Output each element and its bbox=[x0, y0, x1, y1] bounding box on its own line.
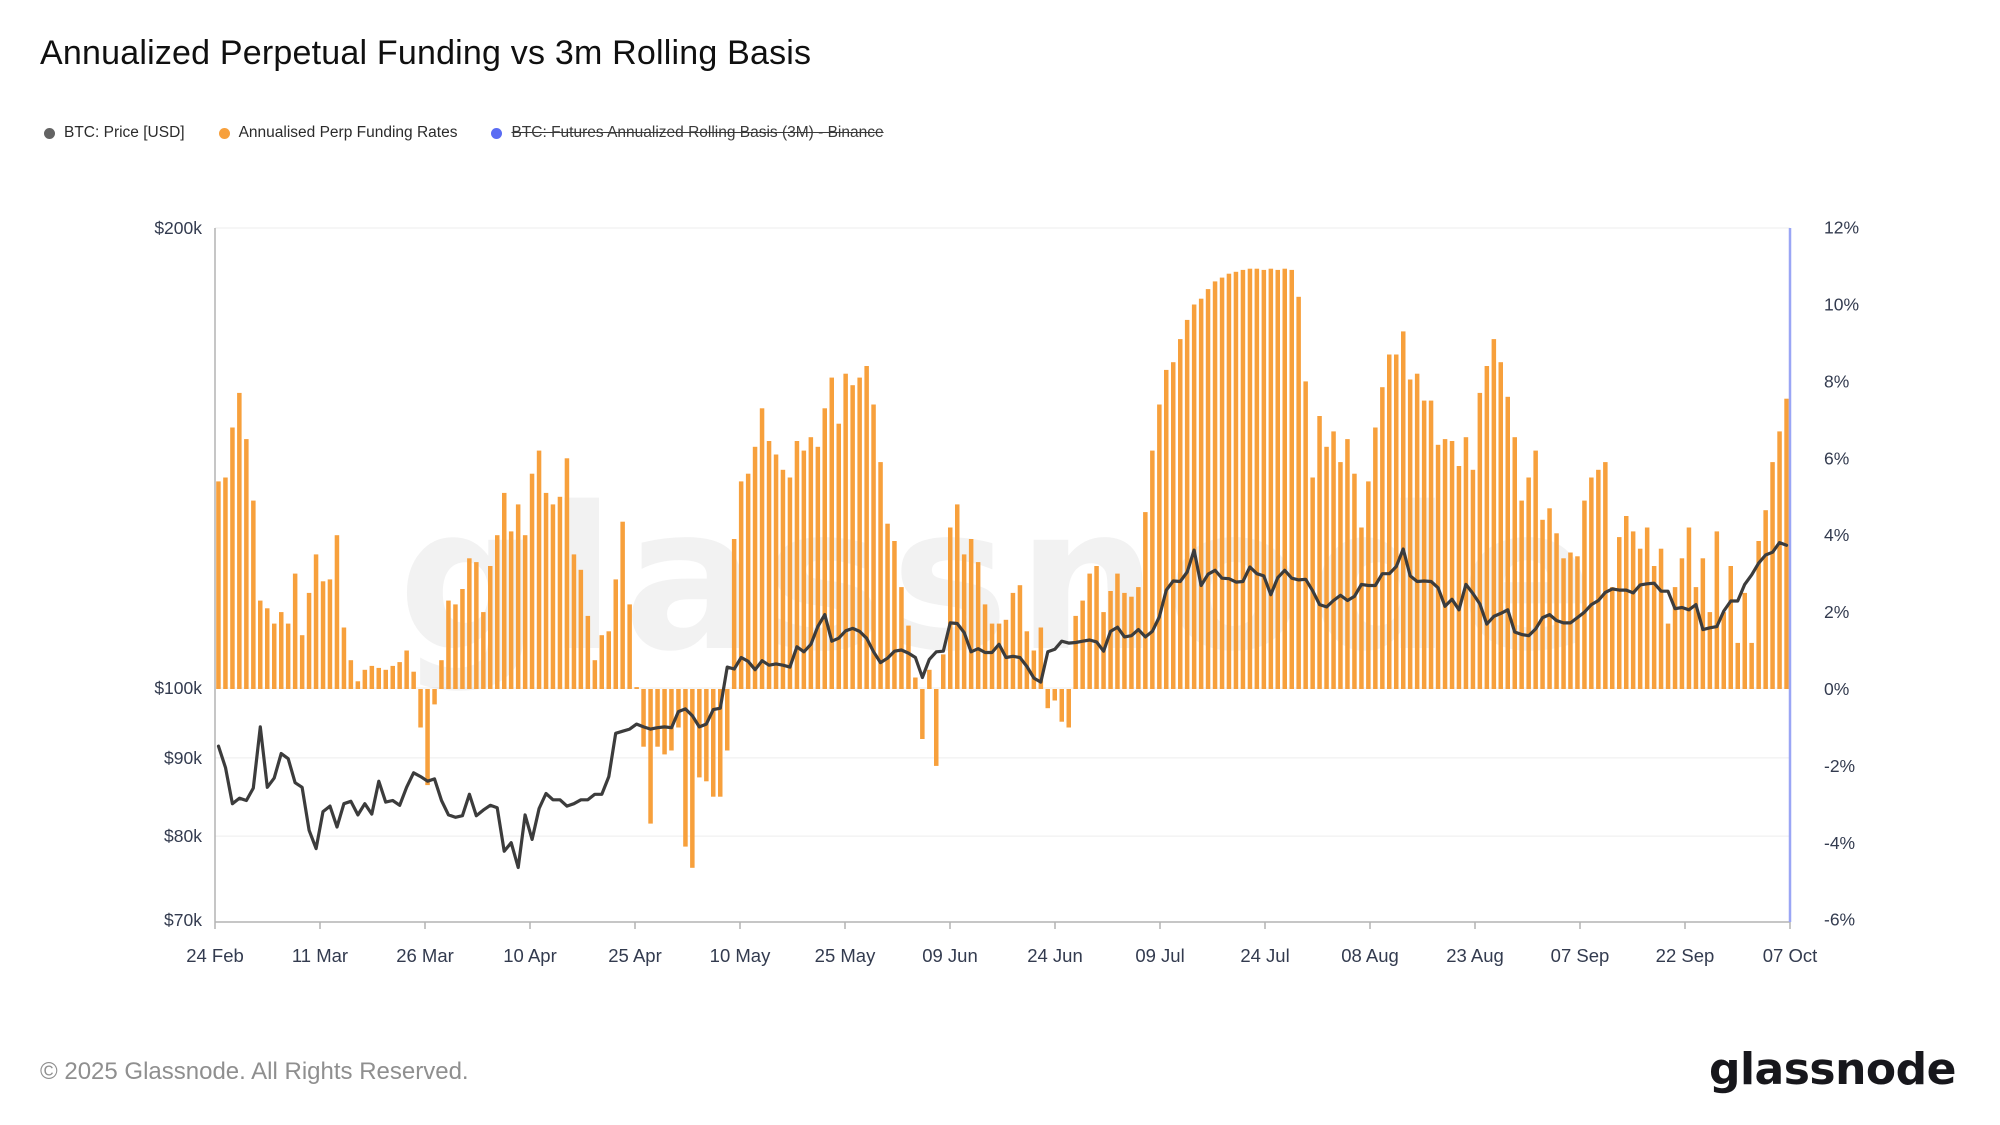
svg-text:10 May: 10 May bbox=[710, 945, 771, 966]
svg-text:09 Jul: 09 Jul bbox=[1135, 945, 1184, 966]
svg-text:07 Sep: 07 Sep bbox=[1551, 945, 1610, 966]
legend-item-rolling-basis-disabled[interactable]: BTC: Futures Annualized Rolling Basis (3… bbox=[491, 124, 884, 142]
svg-text:2%: 2% bbox=[1824, 602, 1849, 622]
svg-text:0%: 0% bbox=[1824, 679, 1849, 699]
svg-text:$100k: $100k bbox=[154, 678, 202, 698]
glassnode-logo[interactable]: glassnode bbox=[1708, 1044, 1957, 1095]
svg-text:23 Aug: 23 Aug bbox=[1446, 945, 1504, 966]
svg-text:$80k: $80k bbox=[164, 826, 202, 846]
left-axis-labels: $200k $100k $90k $80k $70k bbox=[154, 218, 202, 930]
legend-label: Annualised Perp Funding Rates bbox=[238, 124, 458, 141]
btc-price-line-series bbox=[216, 540, 1789, 870]
svg-text:25 Apr: 25 Apr bbox=[608, 945, 662, 966]
copyright-text: © 2025 Glassnode. All Rights Reserved. bbox=[40, 1058, 469, 1085]
legend-item-perp-funding[interactable]: Annualised Perp Funding Rates bbox=[218, 124, 458, 142]
svg-text:10 Apr: 10 Apr bbox=[503, 945, 557, 966]
svg-text:-6%: -6% bbox=[1824, 910, 1855, 930]
svg-text:24 Jul: 24 Jul bbox=[1240, 945, 1289, 966]
svg-text:26 Mar: 26 Mar bbox=[396, 945, 454, 966]
legend-dot-blue-icon bbox=[491, 127, 503, 139]
funding-bars-series bbox=[216, 268, 1789, 868]
axes bbox=[214, 228, 1792, 923]
svg-text:09 Jun: 09 Jun bbox=[922, 945, 978, 966]
svg-text:-4%: -4% bbox=[1824, 833, 1855, 853]
legend-label: BTC: Futures Annualized Rolling Basis (3… bbox=[511, 124, 884, 141]
chart-legend: BTC: Price [USD] Annualised Perp Funding… bbox=[44, 124, 884, 142]
svg-text:8%: 8% bbox=[1824, 371, 1849, 391]
svg-text:24 Jun: 24 Jun bbox=[1027, 945, 1083, 966]
page-title: Annualized Perpetual Funding vs 3m Rolli… bbox=[40, 34, 812, 72]
svg-text:08 Aug: 08 Aug bbox=[1341, 945, 1399, 966]
svg-text:$90k: $90k bbox=[164, 748, 202, 768]
svg-text:07 Oct: 07 Oct bbox=[1763, 945, 1818, 966]
svg-text:$200k: $200k bbox=[154, 218, 202, 238]
legend-item-btc-price[interactable]: BTC: Price [USD] bbox=[44, 124, 185, 142]
svg-text:24 Feb: 24 Feb bbox=[186, 945, 244, 966]
svg-text:25 May: 25 May bbox=[815, 945, 876, 966]
x-axis-labels: 24 Feb 11 Mar 26 Mar 10 Apr 25 Apr 10 May 25 M… bbox=[186, 922, 1817, 966]
svg-text:12%: 12% bbox=[1824, 218, 1859, 238]
svg-text:6%: 6% bbox=[1824, 448, 1849, 468]
legend-dot-orange-icon bbox=[218, 127, 230, 139]
svg-text:10%: 10% bbox=[1824, 295, 1859, 315]
svg-text:11 Mar: 11 Mar bbox=[292, 945, 348, 966]
right-axis-labels: 12% 10% 8% 6% 4% 2% 0% -2% -4% -6% bbox=[1824, 218, 1859, 930]
legend-dot-gray-icon bbox=[44, 127, 55, 139]
legend-label: BTC: Price [USD] bbox=[64, 124, 185, 141]
svg-text:22 Sep: 22 Sep bbox=[1656, 945, 1715, 966]
svg-text:$70k: $70k bbox=[164, 910, 202, 930]
svg-text:4%: 4% bbox=[1824, 525, 1849, 545]
svg-text:-2%: -2% bbox=[1824, 756, 1855, 776]
